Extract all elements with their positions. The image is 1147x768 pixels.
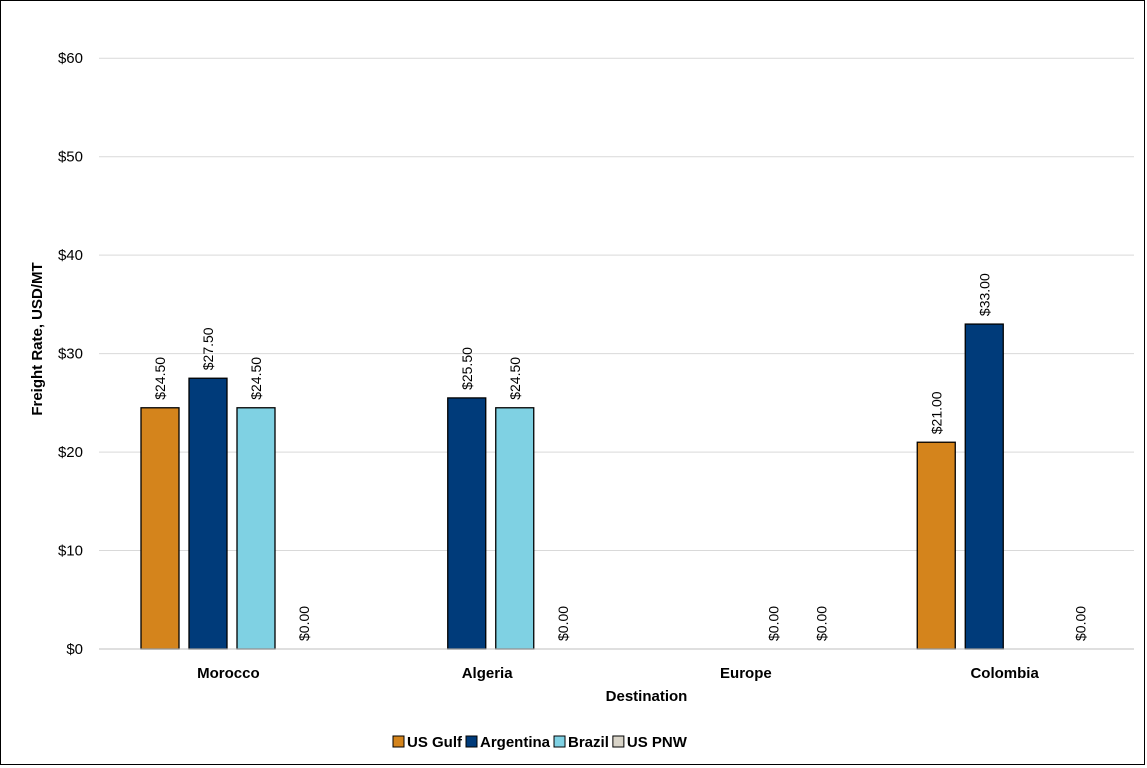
data-label: $0.00 [296,606,312,641]
y-tick-label: $50 [58,149,83,166]
data-label: $24.50 [507,357,523,400]
x-category-label: Europe [720,665,772,682]
y-tick-label: $0 [66,641,83,658]
y-tick-label: $10 [58,543,83,560]
bars [140,323,1004,650]
data-label: $21.00 [928,391,944,434]
y-tick-label: $20 [58,444,83,461]
bar-brazil [236,407,276,650]
y-tick-label: $30 [58,346,83,363]
data-label: $24.50 [152,357,168,400]
data-label: $24.50 [248,357,264,400]
data-label: $33.00 [976,273,992,316]
bar-us-gulf [916,441,956,650]
legend-swatch [612,735,625,748]
y-tick-label: $60 [58,50,83,67]
data-label: $0.00 [814,606,830,641]
bar-argentina [447,397,487,650]
bar-brazil [495,407,535,650]
x-category-label: Morocco [197,665,260,682]
data-label: $0.00 [555,606,571,641]
bar-argentina [188,377,228,650]
bar-argentina [964,323,1004,650]
legend: US Gulf Argentina Brazil US PNW [392,734,688,751]
bar-us-gulf [140,407,180,650]
legend-label: Brazil [568,734,609,751]
x-category-label: Colombia [970,665,1039,682]
x-axis-title: Destination [606,688,688,705]
legend-label: US PNW [627,734,688,751]
data-label: $25.50 [459,347,475,390]
y-axis-ticks: $0 $10 $20 $30 $40 $50 $60 [58,50,83,658]
data-labels: $24.50 $27.50 $24.50 $0.00 $25.50 $24.50 $0.00… [152,273,1088,641]
data-label: $27.50 [200,327,216,370]
x-axis-categories: Morocco Algeria Europe Colombia [197,665,1039,682]
data-label: $0.00 [766,606,782,641]
y-axis-title: Freight Rate, USD/MT [29,262,46,415]
x-category-label: Algeria [462,665,514,682]
legend-label: US Gulf [407,734,463,751]
legend-swatch [553,735,566,748]
legend-swatch [465,735,478,748]
legend-label: Argentina [480,734,551,751]
data-label: $0.00 [1072,606,1088,641]
legend-swatch [392,735,405,748]
y-tick-label: $40 [58,247,83,264]
